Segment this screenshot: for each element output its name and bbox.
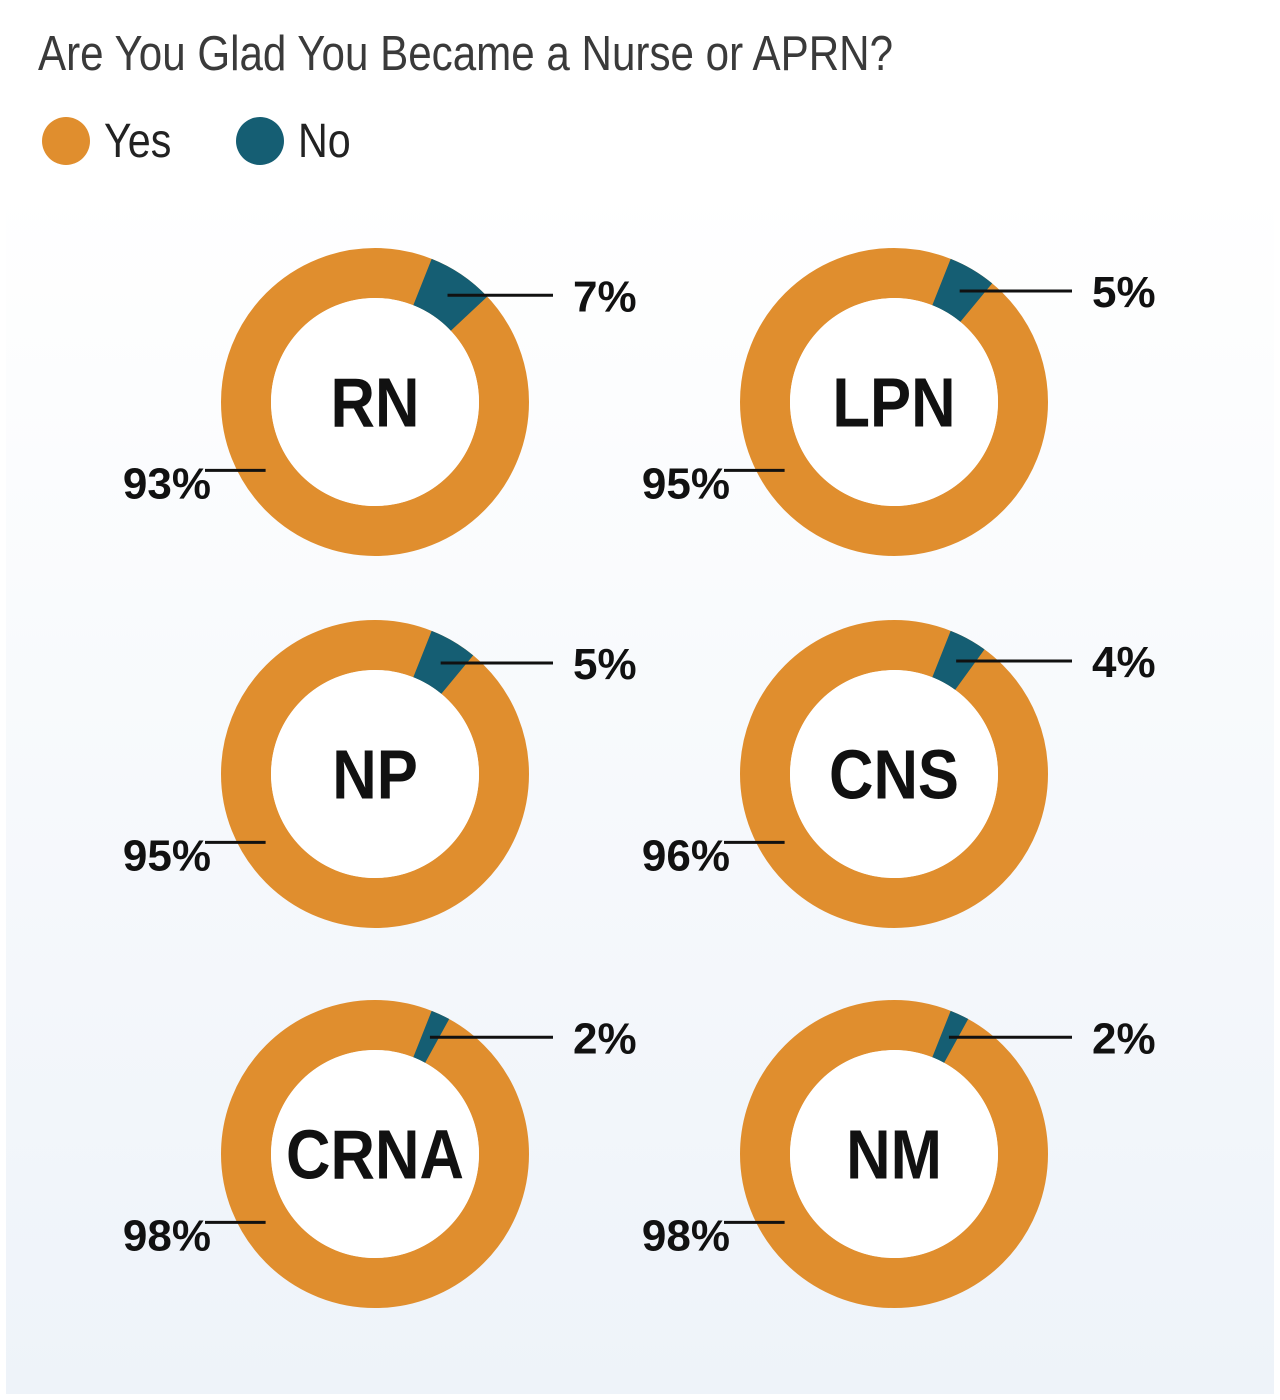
legend-label-yes: Yes (104, 114, 172, 168)
donut-crna-hole (271, 1050, 479, 1258)
donut-chart-grid: RN 7% 93% LPN 5% 95% NP 5% 95% CNS 4% 96% CRNA 2% 98% N… (123, 248, 1156, 1308)
donut-nm-yes-value-label: 98% (642, 1211, 730, 1260)
donut-lpn-category-label: LPN (832, 363, 955, 442)
donut-nm-yes-slice (740, 1000, 1048, 1308)
donut-crna-no-value-label: 2% (573, 1014, 637, 1063)
donut-np-yes-value-label: 95% (123, 831, 211, 880)
donut-nm-category-label: NM (846, 1115, 942, 1194)
donut-crna-yes-slice (221, 1000, 529, 1308)
donut-cns-hole (790, 670, 998, 878)
donut-cns-yes-value-label: 96% (642, 831, 730, 880)
donut-rn-yes-slice (221, 248, 529, 556)
legend-swatch-yes (42, 117, 90, 165)
donut-crna-category-label: CRNA (286, 1115, 464, 1194)
donut-np-yes-slice (221, 620, 529, 928)
donut-nm-no-value-label: 2% (1092, 1014, 1156, 1063)
donut-np-category-label: NP (332, 735, 418, 814)
donut-lpn-hole (790, 298, 998, 506)
donut-rn-yes-value-label: 93% (123, 459, 211, 508)
donut-lpn-no-value-label: 5% (1092, 268, 1156, 317)
donut-lpn-yes-value-label: 95% (642, 459, 730, 508)
legend-item-no: No (236, 114, 359, 169)
donut-np-hole (271, 670, 479, 878)
chart-panel: RN 7% 93% LPN 5% 95% NP 5% 95% CNS 4% 96% CRNA 2% 98% N… (6, 186, 1274, 1394)
legend-swatch-no (236, 117, 285, 165)
legend-item-yes: Yes (42, 114, 182, 169)
donut-nm-hole (790, 1050, 998, 1258)
donut-lpn-yes-slice (740, 248, 1048, 556)
donut-cns-yes-slice (740, 620, 1048, 928)
legend: Yes No (42, 110, 414, 172)
chart-title: Are You Glad You Became a Nurse or APRN? (38, 27, 894, 81)
donut-rn-category-label: RN (331, 363, 420, 442)
donut-rn-hole (271, 298, 479, 506)
donut-crna-yes-value-label: 98% (123, 1211, 211, 1260)
donut-cns-no-value-label: 4% (1092, 638, 1156, 687)
donut-np-no-value-label: 5% (573, 640, 637, 689)
donut-rn-no-value-label: 7% (573, 272, 637, 321)
legend-label-no: No (298, 114, 352, 168)
donut-cns-category-label: CNS (829, 735, 959, 814)
